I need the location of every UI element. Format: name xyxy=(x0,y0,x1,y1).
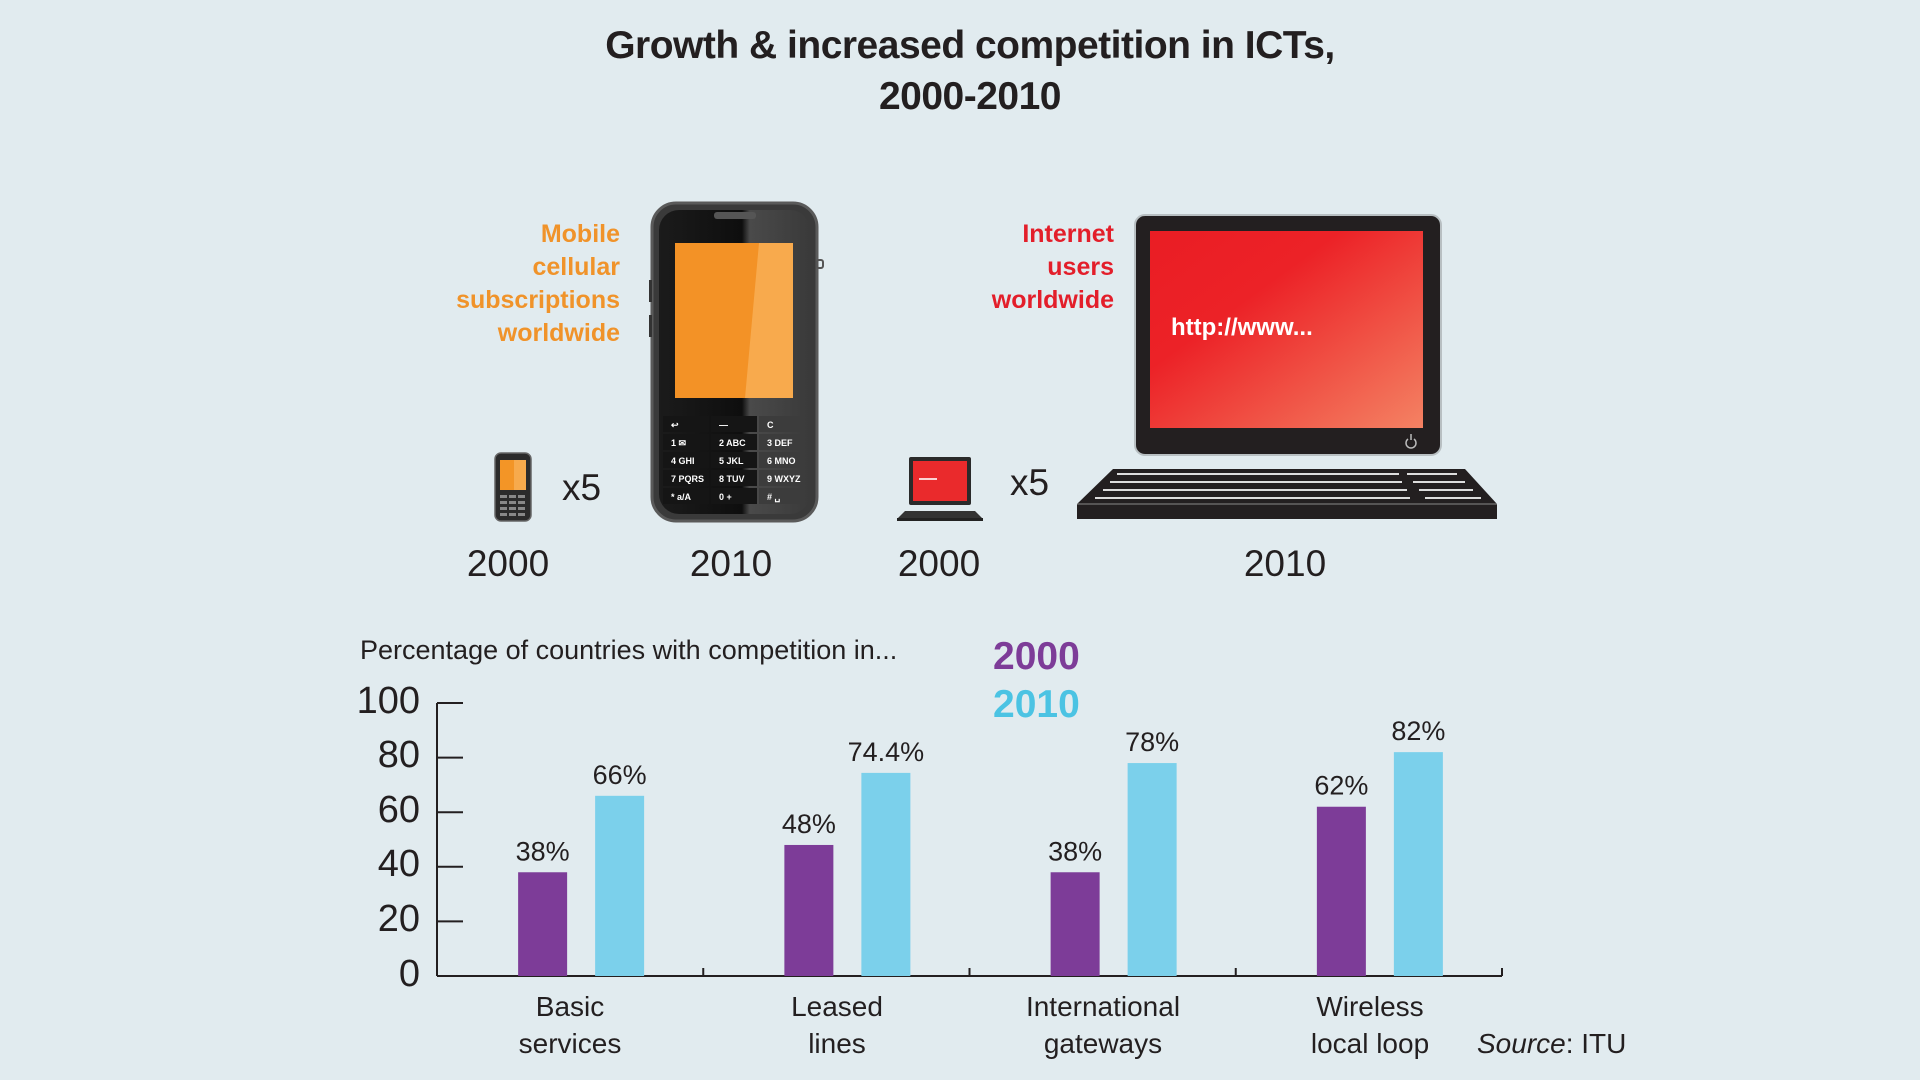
keypad-key xyxy=(711,416,757,432)
category-label-line: local loop xyxy=(1310,1028,1430,1059)
category-label-line: Leased xyxy=(791,991,883,1022)
small-mobile-phone-icon xyxy=(494,452,532,522)
y-tick-label: 60 xyxy=(377,789,420,831)
keypad-key xyxy=(711,488,757,504)
large-mobile-phone-icon: ↩ — C 1 ✉ 2 ABC 3 DEF 4 GHI 5 JKL 6 MNO 7 PQRS 8 T… xyxy=(649,201,824,523)
keypad-key-label: # ␣ xyxy=(767,492,781,503)
category-label-line: services xyxy=(518,1028,622,1059)
mobile-year-2000: 2000 xyxy=(466,543,550,584)
mobile-label-line: worldwide xyxy=(497,319,620,347)
bar-value-label: 66% xyxy=(593,760,647,790)
chart-title-line-1: Growth & increased competition in ICTs, xyxy=(605,24,1335,67)
mobile-subscriptions-label: Mobile cellular subscriptions worldwide xyxy=(456,218,620,350)
bar-value-label: 74.4% xyxy=(848,737,925,767)
legend-2010: 2010 xyxy=(993,683,1080,726)
keypad-key-label: 7 PQRS xyxy=(671,474,704,484)
category-label-line: Basic xyxy=(535,991,605,1022)
legend-2000: 2000 xyxy=(993,635,1080,678)
mobile-label-line: subscriptions xyxy=(456,286,620,314)
bar-2000 xyxy=(1316,806,1366,976)
keypad-key xyxy=(759,416,805,432)
internet-label-line: users xyxy=(1047,253,1114,281)
keypad-key xyxy=(759,434,805,450)
bar-2000 xyxy=(1050,872,1100,976)
bar-value-label: 38% xyxy=(516,836,570,866)
bar-value-label: 82% xyxy=(1391,716,1445,746)
internet-label-line: worldwide xyxy=(991,286,1114,314)
power-icon xyxy=(1405,434,1417,449)
y-tick-label: 100 xyxy=(356,680,420,722)
mobile-multiplier: x5 xyxy=(562,467,602,508)
keypad-key-label: — xyxy=(719,420,728,430)
bar-2010 xyxy=(1127,763,1177,976)
keypad-key xyxy=(663,470,709,486)
bar-2010 xyxy=(1393,752,1443,976)
desktop-monitor-icon: http://www... xyxy=(1134,214,1442,456)
keypad-key xyxy=(759,452,805,468)
bar-2010 xyxy=(861,772,911,976)
bar-value-label: 38% xyxy=(1048,836,1102,866)
keypad-key-label: 3 DEF xyxy=(767,438,793,448)
internet-multiplier: x5 xyxy=(1010,462,1050,503)
bar-value-label: 62% xyxy=(1314,771,1368,801)
internet-year-2010: 2010 xyxy=(1243,543,1327,584)
y-tick-label: 0 xyxy=(398,953,420,995)
chart-subtitle: Percentage of countries with competition… xyxy=(360,635,898,665)
keypad-key-label: 5 JKL xyxy=(719,456,744,466)
keypad-key-label: 1 ✉ xyxy=(671,438,687,448)
y-tick-label: 40 xyxy=(377,843,420,885)
keypad-key-label: 4 GHI xyxy=(671,456,695,466)
y-tick-label: 20 xyxy=(377,898,420,940)
bar-value-label: 48% xyxy=(782,809,836,839)
mobile-label-line: Mobile xyxy=(540,220,620,248)
category-label-leased-lines: Leased lines xyxy=(717,988,957,1062)
keypad-key xyxy=(759,470,805,486)
internet-users-label: Internet users worldwide xyxy=(992,218,1114,317)
keypad-key xyxy=(711,452,757,468)
keypad-key xyxy=(663,434,709,450)
category-label-wireless-local-loop: Wireless local loop xyxy=(1250,988,1490,1062)
internet-label-line: Internet xyxy=(1022,220,1114,248)
keypad-key-label: C xyxy=(767,420,774,430)
keypad-key xyxy=(711,434,757,450)
keypad-key-label: 6 MNO xyxy=(767,456,796,466)
bar-2000 xyxy=(784,844,834,976)
category-label-line: Wireless xyxy=(1316,991,1424,1022)
source-prefix: Source xyxy=(1477,1028,1566,1059)
bar-2010 xyxy=(595,795,645,976)
internet-year-2000: 2000 xyxy=(897,543,981,584)
keypad-key xyxy=(663,488,709,504)
mobile-label-line: cellular xyxy=(532,253,620,281)
category-label-line: lines xyxy=(808,1028,866,1059)
source-note: Source: ITU xyxy=(1477,1028,1626,1060)
keypad-key-label: 8 TUV xyxy=(719,474,745,484)
keypad-key-label: 9 WXYZ xyxy=(767,474,801,484)
keypad-key xyxy=(663,416,709,432)
keyboard-icon xyxy=(1077,469,1497,519)
mobile-year-2010: 2010 xyxy=(689,543,773,584)
keypad-key-label: 2 ABC xyxy=(719,438,746,448)
monitor-url-text: http://www... xyxy=(1171,314,1313,341)
keypad-key-label: * a/A xyxy=(671,492,692,502)
keypad-key xyxy=(759,488,805,504)
category-label-basic-services: Basic services xyxy=(450,988,690,1062)
keypad-key-label: 0 + xyxy=(719,492,732,502)
y-tick-label: 80 xyxy=(377,734,420,776)
category-label-line: gateways xyxy=(1043,1028,1163,1059)
bar-2000 xyxy=(518,872,568,976)
category-label-line: International xyxy=(1025,991,1181,1022)
bar-value-label: 78% xyxy=(1125,727,1179,757)
chart-title-line-2: 2000-2010 xyxy=(878,75,1062,118)
small-laptop-icon xyxy=(897,457,983,521)
keypad-key-label: ↩ xyxy=(671,420,679,430)
source-value: : ITU xyxy=(1565,1028,1627,1059)
keypad-key xyxy=(711,470,757,486)
category-label-international-gateways: International gateways xyxy=(983,988,1223,1062)
keypad-key xyxy=(663,452,709,468)
